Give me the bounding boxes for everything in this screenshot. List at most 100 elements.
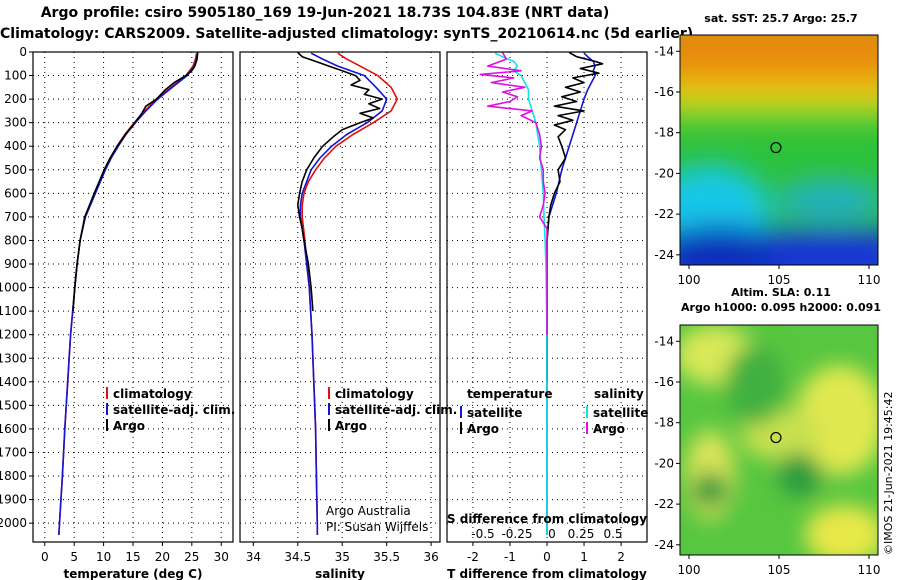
legend-label: satellite bbox=[593, 406, 648, 420]
map-y-tick-label: -24 bbox=[654, 538, 674, 552]
s-tick-label: 0 bbox=[548, 527, 556, 541]
x-tick-label: 25 bbox=[184, 550, 199, 564]
series-argo bbox=[72, 52, 199, 312]
series-argo-salinity- bbox=[479, 52, 548, 335]
map-x-tick-label: 110 bbox=[858, 563, 881, 577]
x-tick-label: 34 bbox=[246, 550, 261, 564]
difference-legend: temperature salinity satellite Argo satellit… bbox=[447, 387, 648, 541]
warm-band bbox=[680, 35, 878, 85]
annotation-line: PI: Susan Wijffels bbox=[326, 520, 428, 534]
map-y-tick-label: -18 bbox=[654, 416, 674, 430]
x-tick-label: 30 bbox=[214, 550, 229, 564]
x-tick-label: 0 bbox=[41, 550, 49, 564]
legend-label: Argo bbox=[113, 419, 145, 433]
x-tick-label: 2 bbox=[617, 550, 625, 564]
high-blob bbox=[795, 365, 878, 475]
legend-label: Argo bbox=[593, 422, 625, 436]
difference-top-xlabel: S difference from climatology bbox=[447, 512, 647, 526]
temperature-panel: 0 5 10 15 20 25 300100200300400500600700800900… bbox=[0, 45, 234, 580]
y-tick-label: 100 bbox=[4, 69, 27, 83]
x-tick-label: 35 bbox=[335, 550, 350, 564]
map-y-tick-label: -24 bbox=[654, 248, 674, 262]
map-y-tick-label: -16 bbox=[654, 85, 674, 99]
difference-panel: -2 -1 0 1 2 T difference from climatology bbox=[446, 51, 648, 580]
x-tick-label: 20 bbox=[155, 550, 170, 564]
legend-header: temperature bbox=[467, 387, 552, 401]
y-tick-label: 1800 bbox=[0, 469, 27, 483]
y-tick-label: 1100 bbox=[0, 304, 27, 318]
legend-swatch bbox=[328, 387, 330, 399]
y-tick-label: 900 bbox=[4, 257, 27, 271]
y-tick-label: 1900 bbox=[0, 493, 27, 507]
low-blob bbox=[692, 472, 728, 508]
warm-band bbox=[680, 97, 878, 119]
legend-swatch bbox=[328, 419, 330, 431]
series-satellite-adj-clim- bbox=[299, 52, 388, 535]
map-x-tick-label: 100 bbox=[678, 563, 701, 577]
map-x-tick-label: 105 bbox=[768, 563, 791, 577]
figure-title-line-2: Climatology: CARS2009. Satellite-adjuste… bbox=[0, 26, 694, 42]
high-blob bbox=[805, 505, 878, 555]
x-tick-label: -2 bbox=[467, 550, 479, 564]
salinity-panel-legend: climatology satellite-adj. clim. Argo bbox=[328, 387, 457, 433]
axes-layer: 0 5 10 15 20 25 300100200300400500600700800900… bbox=[0, 34, 881, 580]
sst-map-field bbox=[680, 35, 878, 265]
s-tick-label: -0.25 bbox=[501, 527, 532, 541]
legend-label: satellite-adj. clim. bbox=[113, 403, 235, 417]
map-y-tick-label: -18 bbox=[654, 126, 674, 140]
x-tick-label: 35.5 bbox=[373, 550, 400, 564]
legend-header: salinity bbox=[594, 387, 644, 401]
temperature-panel-frame bbox=[32, 51, 234, 543]
legend-swatch bbox=[586, 406, 588, 418]
map-y-tick-label: -16 bbox=[654, 375, 674, 389]
argo-location-marker bbox=[770, 431, 782, 444]
argo-location-marker bbox=[770, 141, 782, 154]
map-y-tick-label: -22 bbox=[654, 207, 674, 221]
legend-label: climatology bbox=[335, 387, 414, 401]
map-x-tick-label: 100 bbox=[678, 273, 701, 287]
legend-swatch bbox=[106, 403, 108, 415]
temperature-panel-legend: climatology satellite-adj. clim. Argo bbox=[106, 387, 235, 433]
x-tick-label: 1 bbox=[580, 550, 588, 564]
s-tick-label: 0.5 bbox=[603, 527, 622, 541]
salinity-panel-frame bbox=[239, 51, 441, 543]
legend-label: climatology bbox=[113, 387, 192, 401]
sla-map-title: Altim. SLA: 0.11 bbox=[731, 286, 831, 299]
map-y-tick-label: -20 bbox=[654, 456, 674, 470]
s-tick-label: 0.25 bbox=[568, 527, 595, 541]
y-tick-label: 800 bbox=[4, 233, 27, 247]
legend-label: Argo bbox=[335, 419, 367, 433]
salinity-panel: 34 34.5 35 35.5 36 salinity bbox=[239, 51, 441, 580]
series-argo bbox=[296, 51, 384, 312]
x-tick-label: 15 bbox=[125, 550, 140, 564]
legend-swatch bbox=[106, 387, 108, 399]
y-tick-label: 1200 bbox=[0, 328, 27, 342]
legend-swatch bbox=[460, 406, 462, 418]
y-tick-label: 0 bbox=[19, 45, 27, 59]
map-x-tick-label: 105 bbox=[768, 273, 791, 287]
map-y-tick-label: -14 bbox=[654, 44, 674, 58]
salinity-panel-xlabel: salinity bbox=[315, 567, 365, 580]
legend-label: satellite bbox=[467, 406, 522, 420]
map-y-tick-label: -22 bbox=[654, 497, 674, 511]
y-tick-label: 2000 bbox=[0, 516, 27, 530]
x-tick-label: 10 bbox=[96, 550, 111, 564]
sst-map: 100 105 110 -14 -16 -18 -20 -22 -24 bbox=[654, 34, 881, 287]
salinity-annotation: Argo Australia PI: Susan Wijffels bbox=[326, 504, 428, 534]
x-tick-label: 34.5 bbox=[284, 550, 311, 564]
x-tick-label: -1 bbox=[504, 550, 516, 564]
sla-map-field bbox=[680, 325, 878, 555]
x-tick-label: 36 bbox=[423, 550, 438, 564]
y-tick-label: 1500 bbox=[0, 398, 27, 412]
legend-label: Argo bbox=[467, 422, 499, 436]
difference-panel-frame bbox=[446, 51, 648, 543]
figure-title-line-1: Argo profile: csiro 5905180_169 19-Jun-2… bbox=[40, 5, 610, 21]
sst-map-title: sat. SST: 25.7 Argo: 25.7 bbox=[704, 12, 858, 25]
sla-map: 100 105 110 -14 -16 -18 -20 -22 -24 bbox=[654, 324, 881, 577]
legend-swatch bbox=[586, 422, 588, 434]
y-tick-label: 1600 bbox=[0, 422, 27, 436]
cool-blob bbox=[775, 180, 878, 220]
map-x-tick-label: 110 bbox=[858, 273, 881, 287]
legend-swatch bbox=[328, 403, 330, 415]
